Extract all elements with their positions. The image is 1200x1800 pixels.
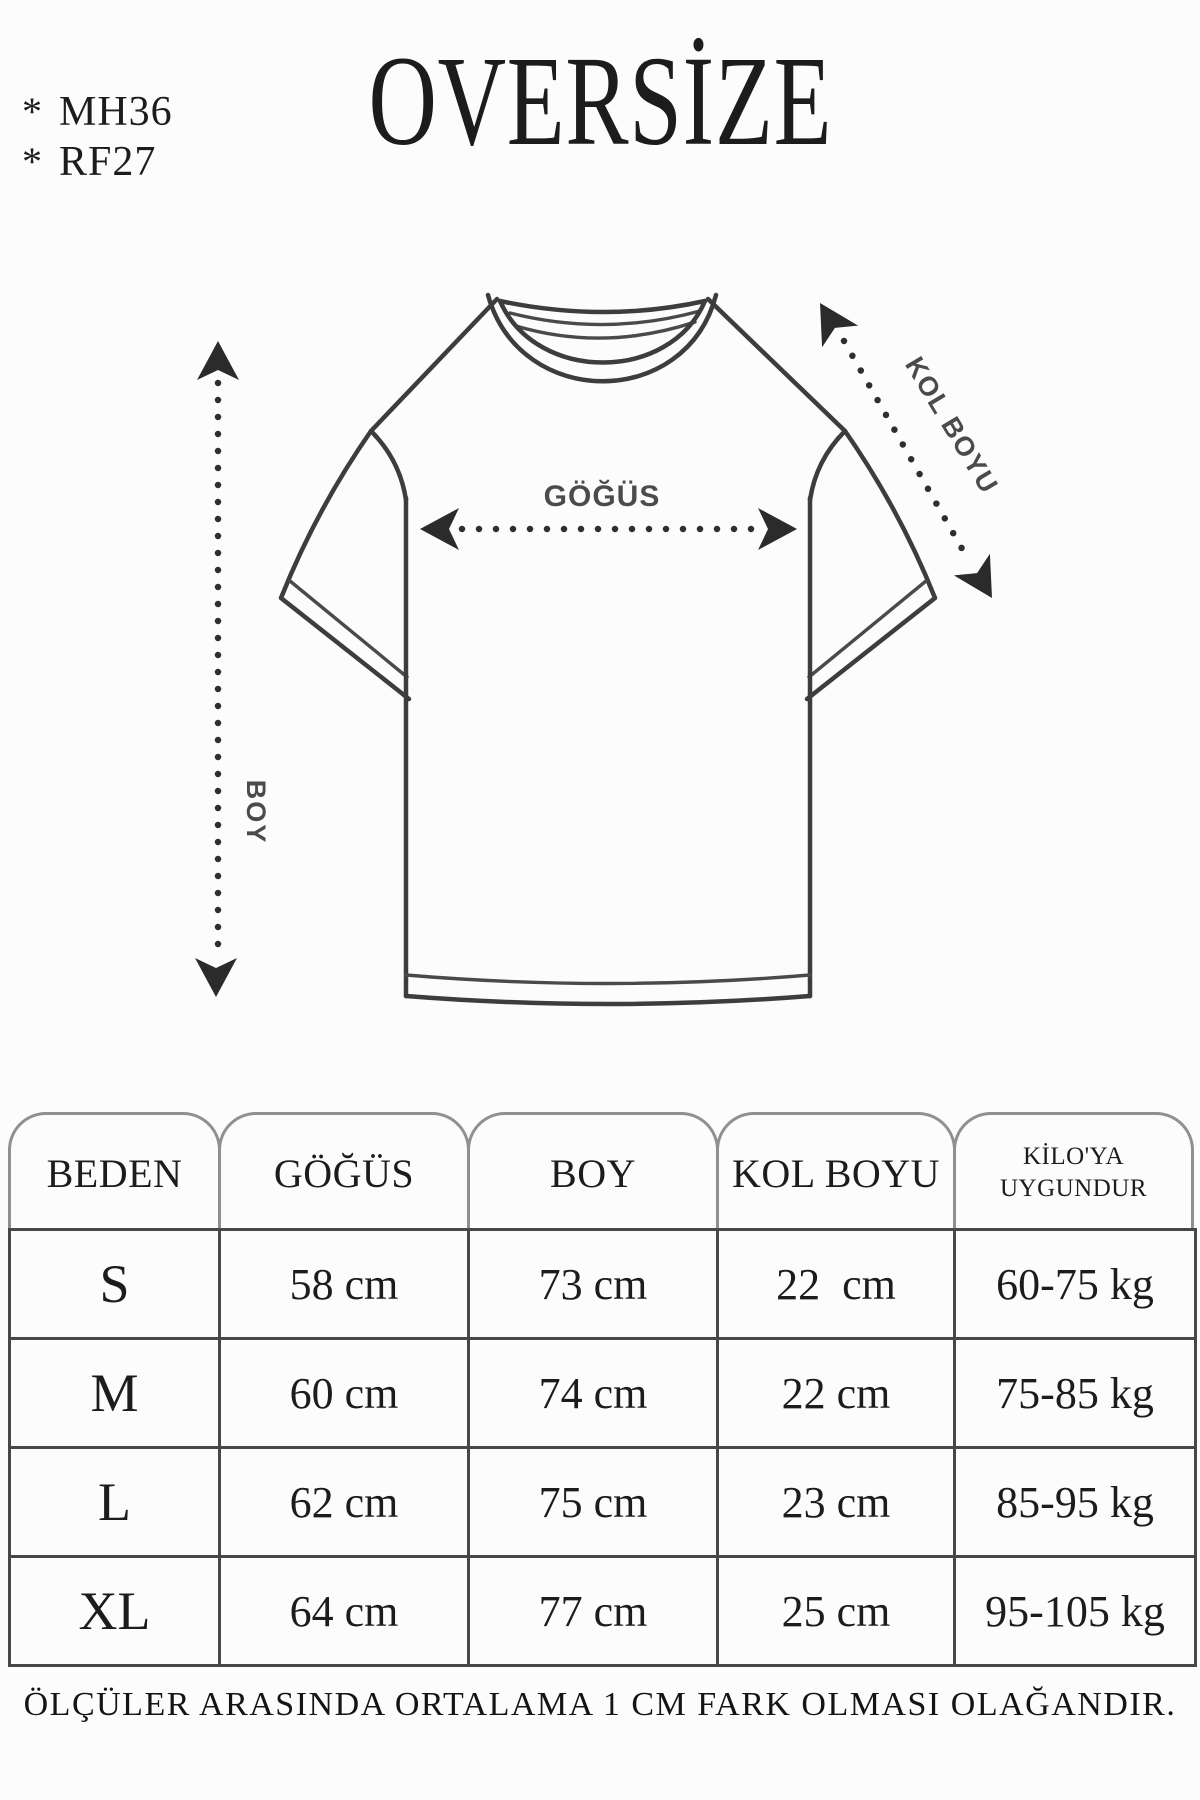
header-label: BOY bbox=[550, 1150, 636, 1196]
chest-measure-arrow: GÖĞÜS bbox=[420, 479, 797, 550]
tolerance-note: ÖLÇÜLER ARASINDA ORTALAMA 1 CM FARK OLMA… bbox=[23, 1686, 1177, 1723]
arrow-down-right-icon bbox=[953, 553, 992, 598]
cell-chest: 58 cm bbox=[218, 1228, 470, 1340]
cell-chest: 64 cm bbox=[218, 1555, 470, 1667]
table-row: M 60 cm 74 cm 22 cm 75-85 kg bbox=[8, 1337, 1197, 1449]
sleeve-measure-arrow: KOL BOYU bbox=[820, 303, 1004, 598]
cell-weight: 60-75 kg bbox=[953, 1228, 1197, 1340]
page-title: OVERSİZE bbox=[368, 30, 832, 172]
cell-sleeve: 22 cm bbox=[716, 1337, 956, 1449]
length-measure-arrow: BOY bbox=[195, 341, 271, 997]
product-code-line: * MH36 bbox=[22, 88, 173, 138]
cell-sleeve: 25 cm bbox=[716, 1555, 956, 1667]
table-header-gogus: GÖĞÜS bbox=[218, 1112, 470, 1231]
cell-length: 75 cm bbox=[467, 1446, 719, 1558]
arrow-up-icon bbox=[197, 341, 239, 380]
sleeve-label: KOL BOYU bbox=[899, 352, 1004, 499]
tshirt-body bbox=[403, 495, 813, 1007]
table-header-beden: BEDEN bbox=[8, 1112, 221, 1231]
product-code: RF27 bbox=[59, 139, 157, 185]
cell-weight: 95-105 kg bbox=[953, 1555, 1197, 1667]
arrow-left-icon bbox=[420, 508, 459, 550]
tshirt-left-shoulder bbox=[368, 296, 500, 434]
table-row: L 62 cm 75 cm 23 cm 85-95 kg bbox=[8, 1446, 1197, 1558]
cell-chest: 62 cm bbox=[218, 1446, 470, 1558]
cell-chest: 60 cm bbox=[218, 1337, 470, 1449]
cell-sleeve: 22 cm bbox=[716, 1228, 956, 1340]
cell-size: XL bbox=[8, 1555, 221, 1667]
arrow-right-icon bbox=[758, 508, 797, 550]
size-table: S 58 cm 73 cm 22 cm 60-75 kg M 60 cm 74 … bbox=[8, 1228, 1197, 1667]
cell-length: 77 cm bbox=[467, 1555, 719, 1667]
cell-size: S bbox=[8, 1228, 221, 1340]
cell-weight: 75-85 kg bbox=[953, 1337, 1197, 1449]
header-label-line1: KİLO'YA bbox=[1022, 1142, 1125, 1170]
tshirt-left-sleeve bbox=[278, 428, 412, 702]
product-codes: * MH36 * RF27 bbox=[22, 88, 173, 188]
table-row: S 58 cm 73 cm 22 cm 60-75 kg bbox=[8, 1228, 1197, 1340]
table-header-kol-boyu: KOL BOYU bbox=[716, 1112, 956, 1231]
product-code-line: * RF27 bbox=[22, 138, 173, 188]
table-header-boy: BOY bbox=[467, 1112, 719, 1231]
header-label-line2: UYGUNDUR bbox=[999, 1175, 1148, 1202]
cell-weight: 85-95 kg bbox=[953, 1446, 1197, 1558]
length-label: BOY bbox=[241, 780, 271, 845]
cell-size: M bbox=[8, 1337, 221, 1449]
tshirt-collar bbox=[485, 292, 719, 384]
chest-label: GÖĞÜS bbox=[544, 479, 661, 513]
header-label: KOL BOYU bbox=[731, 1150, 941, 1196]
page-title-wrap: OVERSİZE bbox=[0, 28, 1200, 175]
cell-length: 73 cm bbox=[467, 1228, 719, 1340]
header-label: BEDEN bbox=[46, 1150, 183, 1196]
cell-length: 74 cm bbox=[467, 1337, 719, 1449]
header-label: KİLO'YA UYGUNDUR bbox=[1000, 1141, 1147, 1206]
table-header-kiloya-uygundur: KİLO'YA UYGUNDUR bbox=[953, 1112, 1194, 1231]
product-code: MH36 bbox=[59, 89, 173, 135]
table-row: XL 64 cm 77 cm 25 cm 95-105 kg bbox=[8, 1555, 1197, 1667]
cell-sleeve: 23 cm bbox=[716, 1446, 956, 1558]
tshirt-right-shoulder bbox=[705, 296, 848, 434]
asterisk-bullet: * bbox=[22, 89, 43, 134]
header-label: GÖĞÜS bbox=[273, 1150, 415, 1196]
arrow-down-icon bbox=[195, 958, 237, 997]
tshirt-right-sleeve bbox=[804, 428, 938, 702]
arrow-up-right-icon bbox=[820, 303, 859, 348]
asterisk-bullet: * bbox=[22, 139, 43, 184]
cell-size: L bbox=[8, 1446, 221, 1558]
